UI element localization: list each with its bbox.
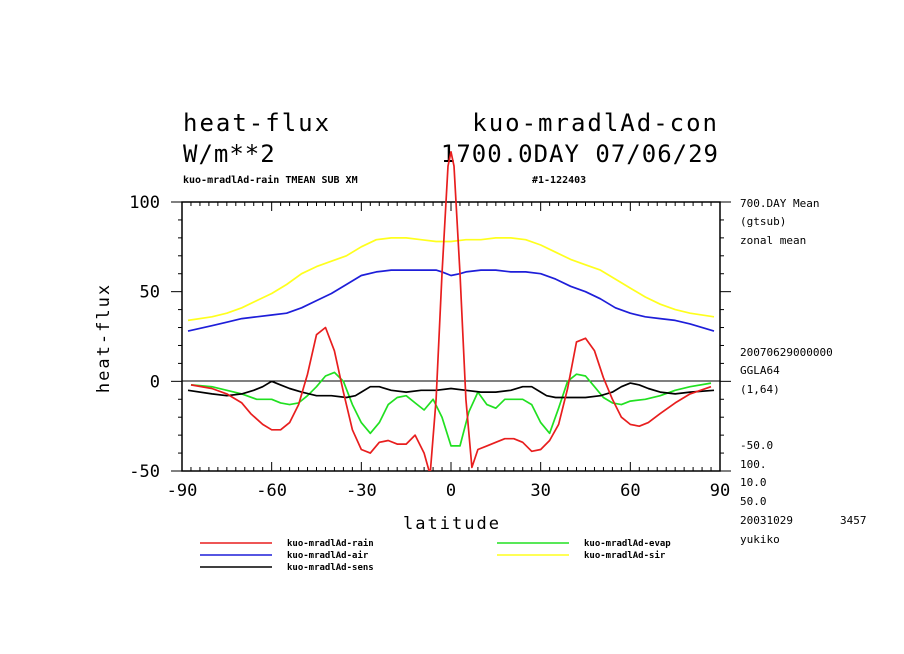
y-tick-label: 100: [129, 193, 160, 213]
subtitle: kuo-mradlAd-rain TMEAN SUB XM: [183, 174, 358, 186]
side-info-line: GGLA64: [740, 364, 780, 377]
y-tick-label: 0: [150, 372, 160, 392]
run-id: #1-122403: [532, 175, 586, 186]
side-info-user: yukiko: [740, 533, 780, 546]
x-tick-label: -90: [167, 481, 198, 501]
x-tick-label: 0: [446, 481, 456, 501]
legend: kuo-mradlAd-rain kuo-mradlAd-evap kuo-mr…: [200, 538, 671, 573]
experiment-title: kuo-mradlAd-con: [472, 109, 719, 137]
side-info-line: 100.: [740, 458, 767, 471]
side-info-line: (gtsub): [740, 215, 786, 228]
axis-ticks: [171, 201, 731, 472]
variable-title: heat-flux: [183, 109, 331, 137]
side-info-line: 20070629000000: [740, 346, 833, 359]
series-line-kuo-mradlAd-air: [187, 269, 715, 332]
x-tick-label: 90: [710, 481, 730, 501]
x-tick-label: 60: [620, 481, 640, 501]
side-info: 700.DAY Mean (gtsub) zonal mean 20070629…: [740, 197, 867, 546]
y-tick-label: 50: [140, 283, 160, 303]
x-tick-label: -60: [256, 481, 287, 501]
side-info-line: -50.0: [740, 439, 773, 452]
legend-label-sens: kuo-mradlAd-sens: [287, 563, 374, 573]
series-line-kuo-mradlAd-rain: [190, 150, 712, 471]
x-tick-label: 30: [530, 481, 550, 501]
series-line-kuo-mradlAd-evap: [190, 371, 712, 447]
series-line-kuo-mradlAd-sens: [187, 380, 715, 399]
y-tick-label: -50: [129, 462, 160, 482]
side-info-date: 20031029: [740, 514, 793, 527]
series-layer: [187, 150, 715, 471]
axis-tick-labels: -90 -60 -30 0 30 60 90 100 50 0 -50: [129, 193, 730, 501]
side-info-line: 10.0: [740, 476, 767, 489]
series-line-kuo-mradlAd-sir: [187, 237, 715, 322]
side-info-line: (1,64): [740, 383, 780, 396]
legend-label-air: kuo-mradlAd-air: [287, 550, 369, 561]
legend-label-rain: kuo-mradlAd-rain: [287, 538, 374, 549]
x-axis-label: latitude: [403, 514, 501, 534]
legend-label-evap: kuo-mradlAd-evap: [584, 539, 671, 549]
x-tick-label: -30: [346, 481, 377, 501]
y-axis-label: heat-flux: [94, 283, 114, 393]
side-info-line: zonal mean: [740, 234, 806, 247]
side-info-line: 700.DAY Mean: [740, 197, 819, 210]
legend-label-sir: kuo-mradlAd-sir: [584, 550, 666, 561]
units-title: W/m**2: [183, 140, 276, 168]
time-title: 1700.0DAY 07/06/29: [441, 140, 719, 168]
side-info-number: 3457: [840, 514, 867, 527]
side-info-line: 50.0: [740, 495, 767, 508]
